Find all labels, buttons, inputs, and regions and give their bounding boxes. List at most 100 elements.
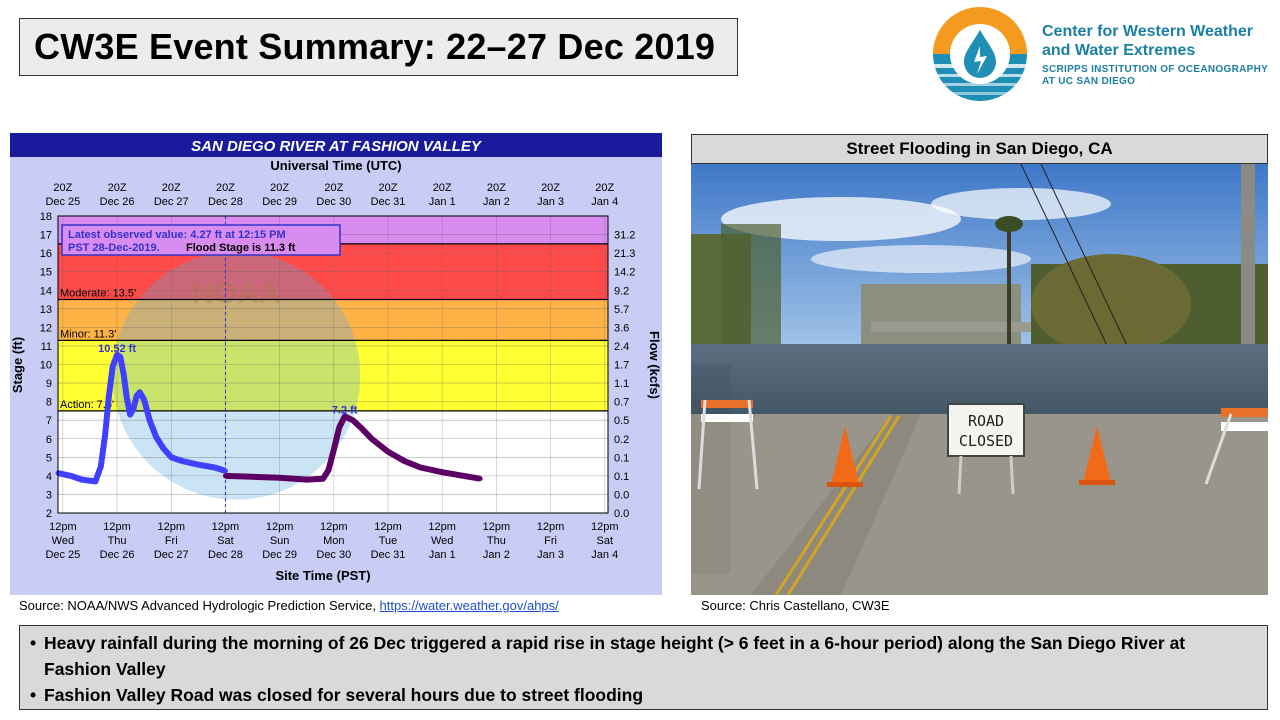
flow-tick-label: 3.6 [614,322,629,334]
data-point [325,467,331,473]
bottom-tick-time: 12pm [157,521,185,533]
y-tick-label: 13 [40,304,52,316]
flow-tick-label: 0.5 [614,415,629,427]
y-tick-label: 6 [46,434,52,446]
data-point [179,458,185,464]
photo-title: Street Flooding in San Diego, CA [691,134,1268,164]
data-point [68,473,74,479]
bottom-tick-date: Dec 30 [316,549,351,561]
flow-tick-label: 1.7 [614,360,629,372]
bottom-tick-time: 12pm [266,521,294,533]
bottom-tick-day: Thu [108,535,127,547]
top-tick-time: 20Z [53,182,72,194]
top-tick-time: 20Z [162,182,181,194]
flow-tick-label: 14.2 [614,267,635,279]
bottom-tick-time: 12pm [537,521,565,533]
data-point [222,473,228,479]
data-point [222,468,228,474]
data-point [79,477,85,483]
flow-tick-label: 0.1 [614,471,629,483]
top-tick-date: Dec 27 [154,196,189,208]
threshold-label: Action: 7.5' [60,399,114,411]
y-tick-label: 5 [46,452,52,464]
bullet-text: Fashion Valley Road was closed for sever… [44,685,644,705]
flow-tick-label: 0.0 [614,489,629,501]
y-tick-label: 8 [46,397,52,409]
peak-label: 7.2 ft [332,404,358,416]
bottom-tick-time: 12pm [212,521,240,533]
data-point [461,473,467,479]
y-tick-label: 11 [41,341,52,353]
data-point [195,462,201,468]
bottom-tick-day: Tue [379,535,398,547]
bottom-tick-time: 12pm [49,521,77,533]
series-line [225,413,481,483]
bottom-tick-date: Dec 29 [262,549,297,561]
logo-title-line1: Center for Western Weather [1042,23,1254,40]
bottom-tick-day: Sat [217,535,234,547]
y-tick-label: 9 [46,378,52,390]
top-tick-time: 20Z [216,182,235,194]
street-flooding-illustration: ROAD CLOSED [691,164,1268,595]
data-point [130,406,136,412]
street-flooding-photo: ROAD CLOSED [691,164,1268,595]
flow-tick-label: 0.2 [614,434,629,446]
data-point [350,417,356,423]
top-tick-time: 20Z [379,182,398,194]
data-point [153,434,159,440]
data-point [336,425,342,431]
data-point [477,476,483,482]
bottom-tick-day: Sat [596,535,613,547]
bottom-tick-day: Thu [487,535,506,547]
slide-title: CW3E Event Summary: 22–27 Dec 2019 [34,26,716,67]
y-tick-label: 4 [46,471,52,483]
data-point [160,445,166,451]
y-tick-label: 15 [40,267,52,279]
bottom-tick-date: Jan 1 [429,549,456,561]
top-tick-date: Dec 26 [100,196,135,208]
data-point [320,476,326,482]
data-point [342,413,348,419]
plot-frame [57,215,609,514]
data-point [98,464,104,470]
top-axis-title: Universal Time (UTC) [270,158,401,173]
slide-title-box: CW3E Event Summary: 22–27 Dec 2019 [19,18,738,76]
latest-value-line2b: Flood Stage is 11.3 ft [186,242,296,254]
ahps-link[interactable]: https://water.weather.gov/ahps/ [379,598,559,613]
y2-axis-title: Flow (kcfs) [647,331,662,399]
bottom-tick-time: 12pm [320,521,348,533]
flow-tick-label: 1.1 [614,378,629,390]
noaa-watermark [112,251,361,500]
y-tick-label: 18 [40,211,52,223]
bottom-tick-time: 12pm [591,521,619,533]
top-tick-time: 20Z [324,182,343,194]
top-tick-time: 20Z [433,182,452,194]
bottom-tick-day: Fri [544,535,557,547]
data-point [277,475,283,481]
bullet-item: • Fashion Valley Road was closed for seve… [30,682,1253,708]
data-point [369,436,375,442]
data-point [117,354,123,360]
top-tick-time: 20Z [487,182,506,194]
latest-value-box [61,224,341,256]
data-point [124,395,130,401]
flow-tick-label: 0.0 [614,508,629,520]
bottom-tick-time: 12pm [103,521,131,533]
y-tick-label: 3 [46,489,52,501]
top-tick-date: Dec 30 [316,196,351,208]
data-point [147,417,153,423]
data-point [304,477,310,483]
chart-title-bar [10,133,662,157]
y-tick-label: 10 [40,360,52,372]
top-tick-date: Jan 1 [429,196,456,208]
data-point [385,449,391,455]
data-point [106,393,112,399]
data-point [137,389,143,395]
bottom-tick-time: 12pm [483,521,511,533]
data-point [358,425,364,431]
data-point [110,363,116,369]
y-tick-label: 2 [46,508,52,520]
bottom-tick-date: Dec 26 [100,549,135,561]
data-point [168,454,174,460]
data-point [250,474,256,480]
